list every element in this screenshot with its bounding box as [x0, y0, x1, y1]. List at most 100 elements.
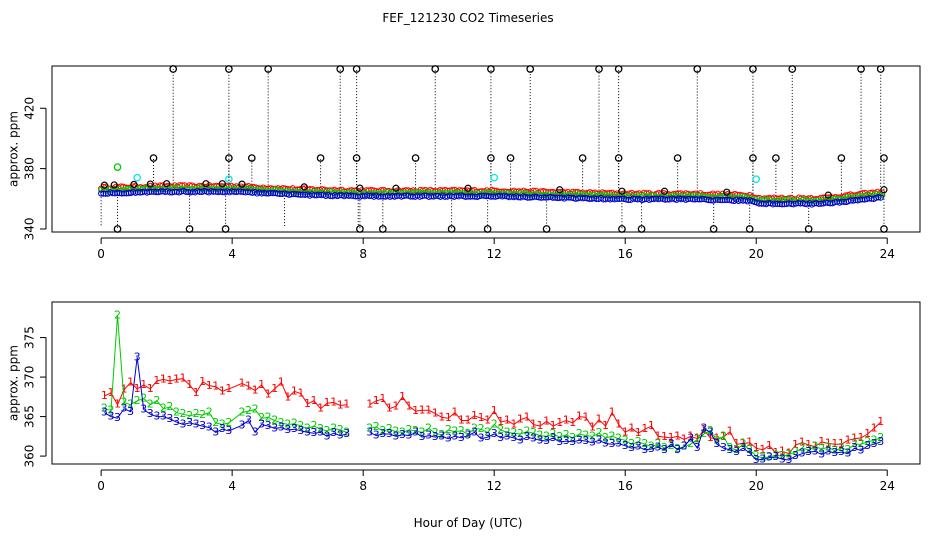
top-green-marker: [348, 189, 355, 196]
series-2-point: 2: [140, 391, 147, 404]
series-1-point: 1: [238, 376, 245, 389]
top-blue-marker: [852, 196, 859, 204]
series-1-point: 1: [304, 397, 311, 410]
series-2-point: 2: [432, 426, 439, 439]
top-blue-marker: [148, 188, 155, 195]
series-2-point: 2: [284, 417, 291, 430]
series-1-point: 1: [707, 431, 714, 444]
top-blue-marker: [740, 197, 747, 204]
series-3-point: 3: [451, 429, 458, 442]
top-blue-marker: [146, 188, 153, 195]
top-blue-marker: [632, 195, 639, 202]
top-black-mid-marker: [225, 154, 233, 162]
top-blue-marker: [377, 193, 384, 200]
series-3-point: 3: [114, 411, 121, 424]
top-green-marker: [121, 186, 128, 193]
series-3-point: 3: [107, 410, 114, 423]
top-blue-marker: [467, 193, 474, 200]
top-blue-marker: [302, 191, 309, 198]
series-2-point: 2: [101, 402, 108, 415]
top-blue-marker: [797, 200, 804, 207]
top-blue-marker: [237, 188, 245, 195]
series-2-point: 2: [753, 449, 760, 462]
top-black-high-marker: [614, 65, 623, 73]
series-1-point: 1: [772, 446, 779, 459]
top-blue-marker: [824, 199, 832, 207]
bottom-x-tick-label: 0: [97, 479, 105, 493]
series-3-point: 3: [491, 427, 498, 440]
top-green-marker: [649, 192, 656, 199]
series-3-point: 3: [654, 440, 661, 453]
series-1-point: 1: [406, 399, 413, 412]
series-2-point: 2: [792, 445, 799, 458]
series-1-point: 1: [134, 382, 141, 395]
series-2-point: 2: [858, 437, 865, 450]
series-1-point: 1: [225, 382, 232, 395]
top-green-marker: [690, 192, 697, 199]
top-black-marker: [300, 183, 308, 191]
series-2-point: 2: [569, 431, 576, 444]
top-blue-marker: [407, 193, 414, 200]
top-black-low-marker: [185, 225, 194, 233]
series-1-point: 1: [844, 433, 851, 446]
series-2-point: 2: [818, 442, 825, 455]
top-green-marker: [722, 193, 730, 200]
top-blue-marker: [721, 196, 728, 204]
series-3-point: 3: [252, 425, 259, 438]
top-blue-marker: [400, 192, 407, 200]
bottom-y-tick-label: 365: [23, 405, 37, 428]
top-blue-marker: [354, 193, 362, 200]
series-3-point: 3: [343, 427, 350, 440]
series-3-point: 3: [648, 442, 655, 455]
series-1-point: 1: [838, 437, 845, 450]
series-3-point: 3: [284, 423, 291, 436]
series-2-point: 2: [733, 443, 740, 456]
top-blue-marker: [315, 191, 323, 198]
top-blue-marker: [380, 193, 387, 200]
series-1-point: 1: [661, 430, 668, 443]
top-blue-marker: [781, 201, 788, 208]
top-blue-marker: [840, 198, 848, 206]
series-3-point: 3: [392, 429, 399, 442]
series-2-point: 2: [720, 429, 727, 442]
series-3-point: 3: [812, 444, 819, 457]
series-3-point: 3: [510, 431, 517, 444]
series-3-point: 3: [458, 431, 465, 444]
series-3-point: 3: [101, 406, 108, 419]
top-blue-marker: [717, 196, 724, 204]
series-1-point: 1: [687, 429, 694, 442]
series-2-point: 2: [550, 427, 557, 440]
series-3-point: 3: [419, 430, 426, 443]
series-1-point: 1: [121, 383, 128, 396]
series-3-point: 3: [661, 443, 668, 456]
top-blue-marker: [563, 194, 570, 201]
series-1-line: [104, 378, 882, 455]
series-1-point: 1: [478, 411, 485, 424]
series-2-point: 2: [291, 417, 298, 430]
top-blue-marker: [641, 196, 648, 203]
series-3-point: 3: [766, 451, 773, 464]
top-blue-marker: [538, 194, 545, 201]
top-blue-marker: [515, 194, 522, 201]
top-black-marker: [238, 180, 246, 188]
series-2-point: 2: [641, 437, 648, 450]
series-2-point: 2: [451, 425, 458, 438]
top-blue-marker: [210, 188, 217, 195]
series-1-point: 1: [694, 432, 701, 445]
series-2-point: 2: [225, 416, 232, 429]
series-3-point: 3: [596, 433, 603, 446]
series-2-point: 2: [186, 409, 193, 422]
series-2-point: 2: [324, 424, 331, 437]
series-3-point: 3: [193, 417, 200, 430]
top-black-mid-marker: [772, 154, 780, 162]
series-1-point: 1: [589, 421, 596, 434]
top-black-marker: [163, 180, 171, 188]
series-3-point: 3: [186, 416, 193, 429]
top-blue-marker: [490, 193, 497, 200]
series-1-point: 1: [291, 384, 298, 397]
top-green-marker: [451, 189, 458, 196]
top-blue-marker: [247, 189, 254, 196]
series-1-point: 1: [746, 436, 753, 449]
top-blue-marker: [629, 195, 637, 202]
